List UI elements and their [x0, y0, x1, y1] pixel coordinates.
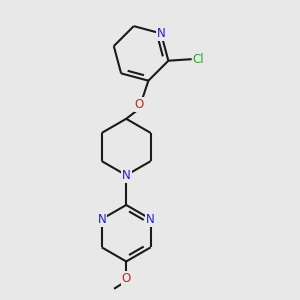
Text: N: N [157, 27, 165, 40]
Text: N: N [98, 213, 106, 226]
Text: O: O [122, 272, 131, 285]
Text: N: N [146, 213, 155, 226]
Text: O: O [135, 98, 144, 111]
Text: N: N [122, 169, 130, 182]
Text: Cl: Cl [192, 53, 204, 66]
